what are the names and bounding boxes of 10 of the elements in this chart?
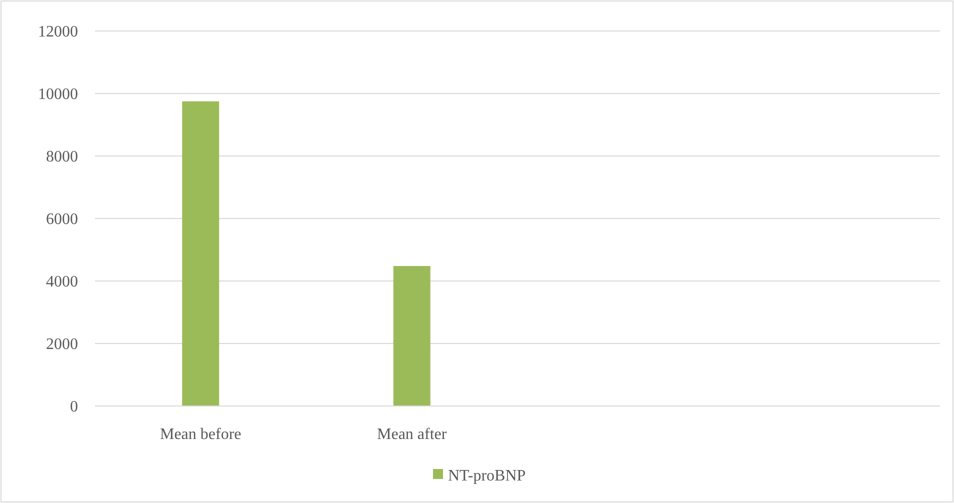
x-tick-label: Mean after bbox=[377, 426, 448, 443]
y-tick-label: 4000 bbox=[46, 274, 78, 291]
y-tick-label: 2000 bbox=[46, 336, 78, 354]
y-tick-label: 6000 bbox=[46, 211, 78, 228]
y-tick-label: 8000 bbox=[46, 148, 78, 166]
y-tick-label: 0 bbox=[70, 398, 78, 416]
y-tick-label: 10000 bbox=[38, 86, 78, 104]
legend-label: NT-proBNP bbox=[448, 468, 526, 485]
x-tick-label: Mean before bbox=[160, 426, 242, 443]
y-tick-label: 12000 bbox=[38, 24, 78, 41]
